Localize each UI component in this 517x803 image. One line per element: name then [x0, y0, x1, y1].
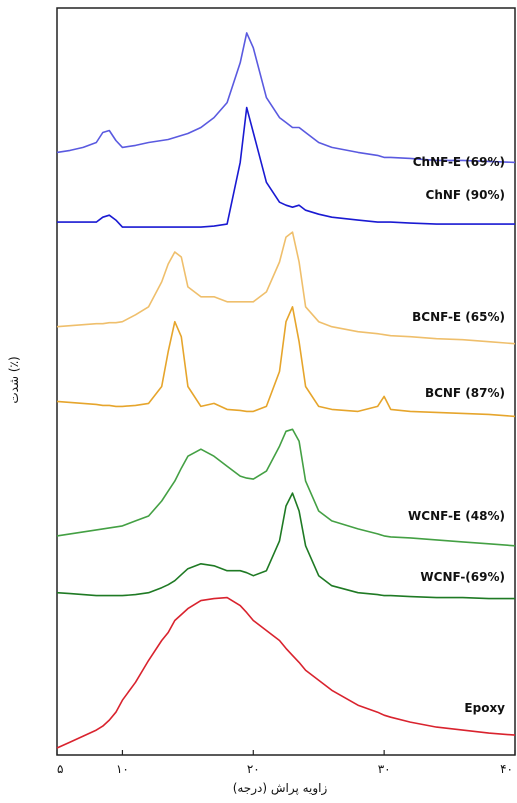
series-line — [56, 306, 516, 418]
series-line — [56, 428, 516, 547]
series-line — [56, 32, 516, 164]
series-line — [56, 596, 516, 749]
series-label: ChNF-E (69%) — [413, 155, 505, 169]
series-line — [56, 231, 516, 345]
series-label: BCNF-E (65%) — [412, 310, 505, 324]
y-axis-label: شدت (٪) — [7, 356, 21, 403]
series-label: ChNF (90%) — [426, 188, 505, 202]
x-tick-label: ۱۰ — [116, 762, 129, 776]
x-tick-label: ۳۰ — [378, 762, 391, 776]
series-line — [57, 106, 515, 228]
plot-frame — [56, 7, 516, 756]
series-line — [56, 492, 515, 600]
series-label: WCNF-E (48%) — [408, 509, 505, 523]
x-tick-label: ۵ — [57, 762, 63, 776]
series-label: BCNF (87%) — [425, 386, 505, 400]
x-tick-label: ۲۰ — [247, 762, 260, 776]
series-label: Epoxy — [464, 701, 505, 715]
series-label: WCNF-(69%) — [420, 570, 505, 584]
x-axis-label: زاویه پراش (درجه) — [233, 781, 328, 796]
x-tick-label: ۴۰ — [500, 762, 513, 776]
